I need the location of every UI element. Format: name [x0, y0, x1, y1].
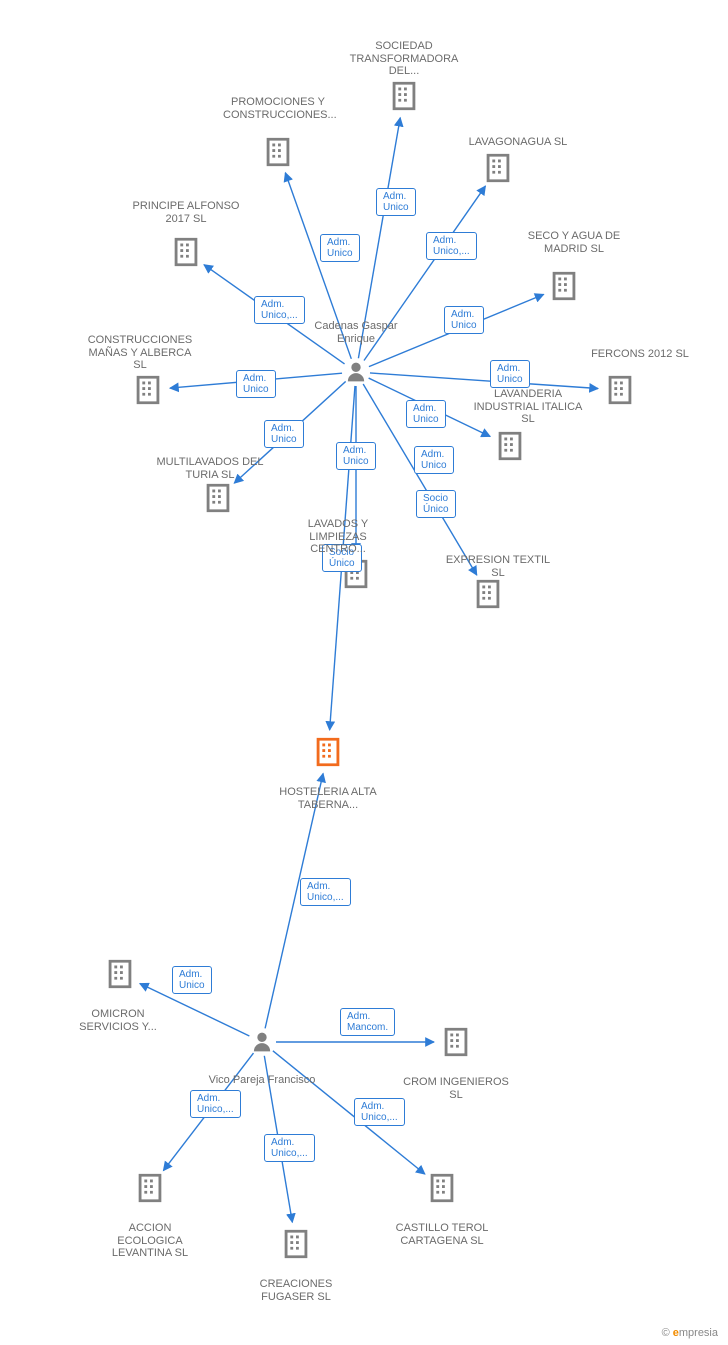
building-icon [487, 154, 510, 182]
company-node[interactable] [137, 376, 160, 404]
edge-label: Adm. Unico,... [264, 1134, 315, 1162]
node-label: CROM INGENIEROS SL [401, 1076, 511, 1101]
edge-label: Adm. Unico [264, 420, 304, 448]
node-label: ACCION ECOLOGICA LEVANTINA SL [95, 1222, 205, 1260]
node-label: OMICRON SERVICIOS Y... [63, 1008, 173, 1033]
edge-label: Adm. Unico,... [354, 1098, 405, 1126]
company-node[interactable] [445, 1028, 468, 1056]
edge-label: Adm. Mancom. [340, 1008, 395, 1036]
node-label: PROMOCIONES Y CONSTRUCCIONES... [223, 96, 333, 121]
company-node[interactable] [553, 272, 576, 300]
edge-label: Adm. Unico [236, 370, 276, 398]
edge-label: Adm. Unico,... [254, 296, 305, 324]
node-label: PRINCIPE ALFONSO 2017 SL [131, 200, 241, 225]
building-icon [477, 580, 500, 608]
building-icon [267, 138, 290, 166]
building-icon [393, 82, 416, 110]
company-node[interactable] [499, 432, 522, 460]
company-node[interactable] [285, 1230, 308, 1258]
building-icon [445, 1028, 468, 1056]
edge-label: Adm. Unico [320, 234, 360, 262]
node-label: Cadenas Gaspar Enrique [301, 320, 411, 345]
node-label: HOSTELERIA ALTA TABERNA... [273, 786, 383, 811]
building-icon [317, 738, 340, 766]
company-node[interactable] [317, 738, 340, 766]
company-node[interactable] [267, 138, 290, 166]
person-node[interactable] [254, 1033, 270, 1052]
building-icon [109, 960, 132, 988]
edge-label: Adm. Unico [172, 966, 212, 994]
edge-label: Adm. Unico,... [426, 232, 477, 260]
edge-label: Adm. Unico [336, 442, 376, 470]
node-label: LAVAGONAGUA SL [463, 136, 573, 149]
person-icon [254, 1033, 270, 1052]
edge-label: Adm. Unico [490, 360, 530, 388]
edge-label: Adm. Unico [414, 446, 454, 474]
company-node[interactable] [175, 238, 198, 266]
building-icon [139, 1174, 162, 1202]
company-node[interactable] [109, 960, 132, 988]
building-icon [609, 376, 632, 404]
node-label: Vico Pareja Francisco [207, 1074, 317, 1087]
edge-label: Adm. Unico [406, 400, 446, 428]
building-icon [175, 238, 198, 266]
node-label: SOCIEDAD TRANSFORMADORA DEL... [349, 40, 459, 78]
company-node[interactable] [609, 376, 632, 404]
company-node[interactable] [393, 82, 416, 110]
company-node[interactable] [139, 1174, 162, 1202]
building-icon [207, 484, 230, 512]
company-node[interactable] [477, 580, 500, 608]
building-icon [285, 1230, 308, 1258]
edge-label: Socio Único [416, 490, 456, 518]
watermark: © empresia [662, 1327, 718, 1339]
node-label: FERCONS 2012 SL [585, 348, 695, 361]
node-label: CREACIONES FUGASER SL [241, 1278, 351, 1303]
person-icon [348, 363, 364, 382]
edge-label: Adm. Unico [444, 306, 484, 334]
node-label: LAVANDERIA INDUSTRIAL ITALICA SL [473, 388, 583, 426]
building-icon [431, 1174, 454, 1202]
node-label: MULTILAVADOS DEL TURIA SL [155, 456, 265, 481]
edge-label: Adm. Unico,... [190, 1090, 241, 1118]
node-label: CONSTRUCCIONES MAÑAS Y ALBERCA SL [85, 334, 195, 372]
company-node[interactable] [207, 484, 230, 512]
node-label: CASTILLO TEROL CARTAGENA SL [387, 1222, 497, 1247]
node-label: EXPRESION TEXTIL SL [443, 554, 553, 579]
node-label: SECO Y AGUA DE MADRID SL [519, 230, 629, 255]
node-layer [0, 0, 728, 1345]
edge-label: Adm. Unico [376, 188, 416, 216]
edge-label: Adm. Unico,... [300, 878, 351, 906]
node-label: LAVADOS Y LIMPIEZAS CENTRO... [283, 518, 393, 556]
company-node[interactable] [431, 1174, 454, 1202]
watermark-text: mpresia [679, 1327, 718, 1339]
building-icon [553, 272, 576, 300]
copyright-symbol: © [662, 1327, 670, 1339]
company-node[interactable] [487, 154, 510, 182]
building-icon [499, 432, 522, 460]
person-node[interactable] [348, 363, 364, 382]
building-icon [137, 376, 160, 404]
